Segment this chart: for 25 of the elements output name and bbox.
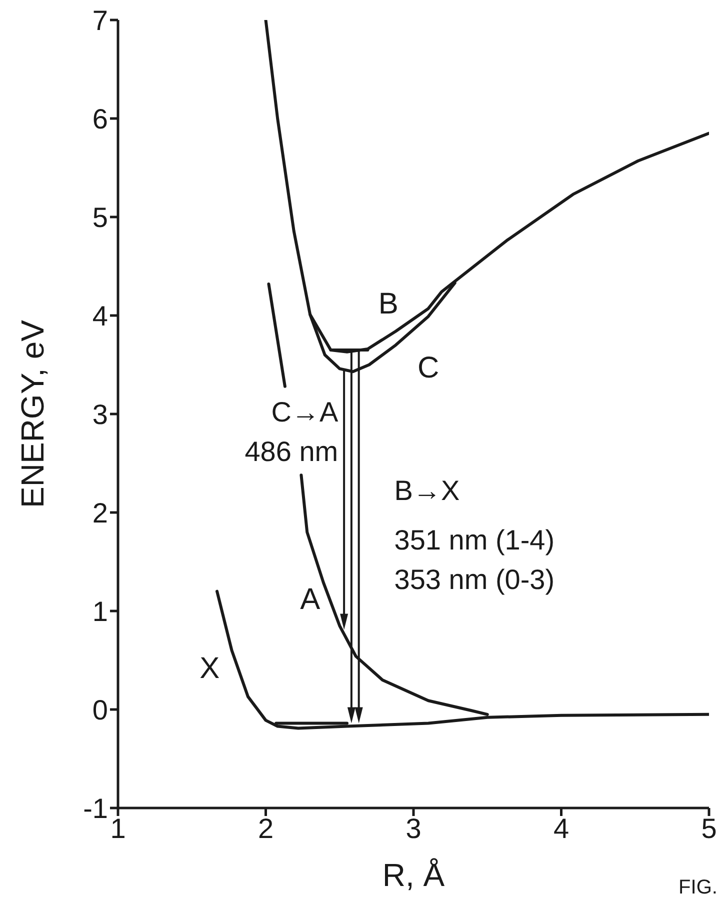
y-tick-label: 4	[92, 300, 108, 332]
annotation: B→X	[394, 475, 460, 506]
x-tick-label: 3	[406, 812, 422, 844]
text: FIG.	[678, 876, 718, 898]
y-axis-title: ENERGY, eV	[14, 319, 50, 508]
x-tick-label: 2	[258, 812, 274, 844]
x-tick-label: 5	[701, 812, 717, 844]
series-label: X	[200, 652, 220, 686]
series-label: A	[300, 583, 320, 616]
x-axis-title: R, Å	[382, 857, 446, 893]
y-tick-label: 7	[92, 4, 108, 36]
annotation: 486 nm	[244, 436, 338, 467]
x-tick-label: 4	[553, 812, 570, 844]
series-label: B	[378, 288, 398, 321]
y-tick-label: 5	[92, 202, 108, 233]
annotation: C→A	[271, 396, 338, 428]
y-tick-label: 1	[92, 596, 108, 627]
y-tick-label: -1	[83, 792, 108, 824]
y-tick-label: 3	[92, 398, 108, 430]
y-tick-label: 2	[92, 497, 108, 528]
y-tick-label: 6	[92, 103, 108, 134]
series-label: C	[417, 352, 440, 385]
annotation: 351 nm (1-4)	[394, 524, 555, 556]
y-tick-label: 0	[92, 694, 108, 726]
annotation: 353 nm (0-3)	[394, 564, 555, 595]
